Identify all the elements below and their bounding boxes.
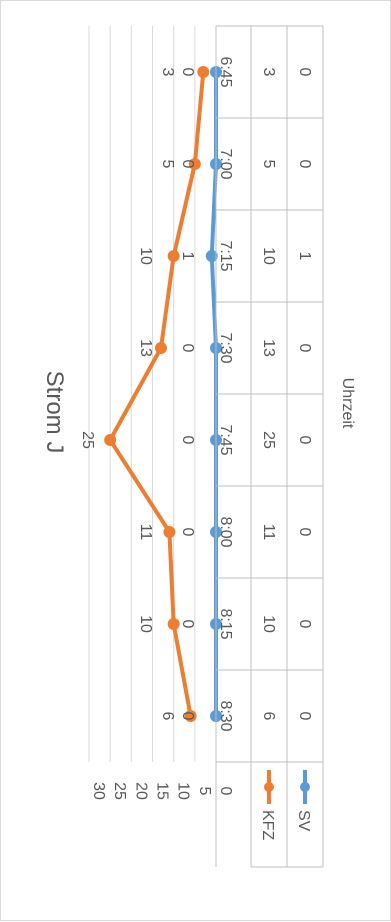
y-tick-label: 20 <box>132 782 149 800</box>
chart-title: Strom J <box>41 371 68 454</box>
data-label-kfz: 13 <box>137 339 154 357</box>
data-point-kfz <box>188 158 201 170</box>
data-table: 6:457:007:157:307:458:008:158:3035101325… <box>215 25 324 868</box>
x-axis-title: Uhrzeit <box>339 378 356 429</box>
table-cell-sv: 0 <box>296 528 313 537</box>
legend-marker-kfz <box>264 782 274 792</box>
x-tick-label: 7:30 <box>217 332 234 363</box>
y-tick-label: 10 <box>175 782 192 800</box>
x-tick-label: 8:15 <box>217 608 234 639</box>
table-cell-kfz: 10 <box>260 247 277 265</box>
table-cell-sv: 0 <box>296 344 313 353</box>
data-label-kfz: 10 <box>137 247 154 265</box>
y-tick-label: 15 <box>154 782 171 800</box>
x-tick-label: 7:00 <box>217 148 234 179</box>
data-label-sv: 1 <box>179 252 196 261</box>
data-point-kfz <box>184 710 197 722</box>
y-tick-label: 30 <box>90 782 107 800</box>
data-label-sv: 0 <box>179 712 196 721</box>
table-cell-sv: 1 <box>296 252 313 261</box>
table-cell-kfz: 13 <box>260 339 277 357</box>
data-label-kfz: 11 <box>137 524 154 541</box>
legend-label-kfz: KFZ <box>259 810 276 840</box>
x-tick-label: 6:45 <box>217 56 234 87</box>
data-label-kfz: 6 <box>159 712 176 721</box>
table-cell-sv: 0 <box>296 436 313 445</box>
table-cell-sv: 0 <box>296 68 313 77</box>
data-point-kfz <box>197 66 210 78</box>
table-cell-kfz: 10 <box>260 615 277 633</box>
data-label-sv: 0 <box>179 344 196 353</box>
x-tick-label: 8:00 <box>217 516 234 547</box>
x-tick-label: 7:45 <box>217 424 234 455</box>
legend-label-sv: SV <box>295 810 312 832</box>
data-point-kfz <box>167 618 180 630</box>
table-cell-kfz: 11 <box>260 524 277 541</box>
data-label-kfz: 10 <box>137 615 154 633</box>
table-cell-sv: 0 <box>296 620 313 629</box>
x-tick-label: 8:30 <box>217 700 234 731</box>
table-cell-kfz: 6 <box>260 712 277 721</box>
data-label-kfz: 25 <box>79 431 96 449</box>
data-point-kfz <box>104 434 117 446</box>
y-tick-label: 0 <box>217 787 234 796</box>
data-label-kfz: 5 <box>159 160 176 169</box>
y-tick-label: 25 <box>111 782 128 800</box>
legend-marker-sv <box>300 782 310 792</box>
table-cell-kfz: 25 <box>260 431 277 449</box>
data-label-sv: 0 <box>179 620 196 629</box>
data-point-sv <box>205 250 218 262</box>
data-label-sv: 0 <box>179 68 196 77</box>
data-label-sv: 0 <box>179 528 196 537</box>
data-label-sv: 0 <box>179 160 196 169</box>
data-point-kfz <box>154 342 167 354</box>
x-tick-label: 7:15 <box>217 240 234 271</box>
data-label-kfz: 3 <box>159 68 176 77</box>
table-cell-sv: 0 <box>296 160 313 169</box>
data-point-kfz <box>163 526 176 538</box>
data-point-kfz <box>167 250 180 262</box>
series-line-kfz <box>108 70 206 718</box>
data-label-sv: 0 <box>179 436 196 445</box>
table-cell-kfz: 3 <box>260 68 277 77</box>
y-tick-label: 5 <box>196 787 213 796</box>
table-cell-sv: 0 <box>296 712 313 721</box>
table-cell-kfz: 5 <box>260 160 277 169</box>
